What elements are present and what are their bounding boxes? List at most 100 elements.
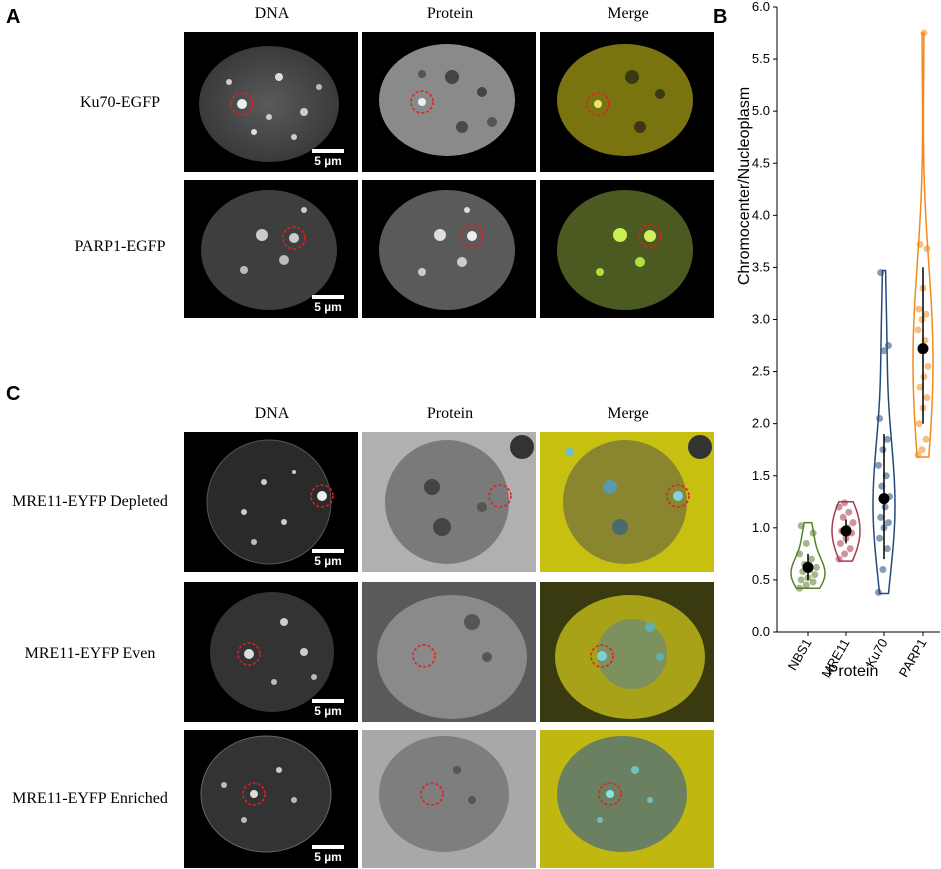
row-label-mre11-even: MRE11-EYFP Even	[24, 645, 156, 662]
panel-letter-b: B	[713, 6, 728, 28]
data-point	[877, 513, 885, 521]
micrograph-parp1-merge	[540, 180, 714, 318]
data-point	[797, 522, 805, 530]
data-point	[922, 310, 930, 318]
data-point	[835, 503, 843, 511]
data-point	[922, 435, 930, 443]
data-point	[923, 394, 931, 402]
micrograph-ku70-merge	[540, 32, 714, 172]
violin-nbs1	[790, 521, 826, 589]
data-point	[918, 446, 926, 454]
mean-point	[878, 493, 890, 505]
y-tick-label: 1.0	[752, 520, 770, 535]
data-point	[802, 539, 810, 547]
data-point	[884, 519, 892, 527]
data-point	[875, 588, 882, 596]
micrograph-parp1-protein	[362, 180, 536, 318]
x-tick-label: NBS1	[785, 636, 815, 673]
y-tick-label: 2.0	[752, 416, 770, 431]
col-label-merge-c: Merge	[607, 405, 649, 422]
data-point	[796, 584, 803, 592]
y-tick-label: 0.0	[752, 624, 770, 639]
data-point	[811, 571, 819, 579]
chart-xlabel: Protein	[828, 663, 879, 680]
data-point	[914, 326, 922, 334]
data-point	[920, 29, 928, 37]
y-tick-label: 3.0	[752, 312, 770, 327]
y-tick-label: 5.5	[752, 51, 770, 66]
row-label-mre11-depleted: MRE11-EYFP Depleted	[12, 493, 168, 510]
data-point	[877, 269, 885, 277]
mean-point	[840, 525, 852, 537]
data-point	[883, 545, 891, 553]
micrograph-enriched-merge	[540, 730, 714, 868]
data-point	[915, 305, 923, 313]
y-tick-label: 2.5	[752, 364, 770, 379]
data-point	[846, 545, 854, 553]
y-tick-label: 6.0	[752, 0, 770, 14]
micrograph-depleted-merge	[540, 432, 714, 572]
data-point	[881, 503, 889, 511]
data-point	[809, 529, 817, 537]
y-tick-label: 4.0	[752, 207, 770, 222]
row-label-mre11-enriched: MRE11-EYFP Enriched	[12, 790, 168, 807]
row-label-ku70: Ku70-EGFP	[79, 94, 160, 111]
micrograph-enriched-protein	[362, 730, 536, 868]
col-label-protein-a: Protein	[426, 5, 474, 22]
micrograph-ku70-dna: 5 µm	[184, 32, 358, 172]
scale-bar: 5 µm	[308, 149, 348, 168]
y-tick-label: 4.5	[752, 155, 770, 170]
y-tick-label: 3.5	[752, 259, 770, 274]
data-point	[876, 534, 884, 542]
data-point	[841, 550, 849, 558]
data-point	[836, 539, 844, 547]
micrograph-even-dna: 5 µm	[184, 582, 358, 722]
data-point	[916, 241, 924, 248]
micrograph-even-merge	[540, 582, 714, 722]
mean-point	[802, 561, 814, 573]
data-point	[879, 446, 887, 454]
scale-bar: 5 µm	[308, 549, 348, 568]
scale-bar: 5 µm	[308, 699, 348, 718]
data-point	[809, 578, 817, 586]
data-point	[796, 550, 803, 558]
y-tick-label: 5.0	[752, 103, 770, 118]
data-point	[797, 576, 805, 584]
violin-mre11	[831, 501, 861, 562]
data-point	[845, 508, 853, 516]
data-point	[849, 519, 857, 527]
micrograph-ku70-protein	[362, 32, 536, 172]
panel-letter-c: C	[6, 383, 21, 405]
data-point	[880, 347, 888, 355]
col-label-merge-a: Merge	[607, 5, 649, 22]
x-tick-label: Ku70	[862, 636, 890, 670]
micrograph-parp1-dna: 5 µm	[184, 180, 358, 318]
micrograph-depleted-dna: 5 µm	[184, 432, 358, 572]
panel-letter-a: A	[6, 6, 21, 28]
y-tick-label: 1.5	[752, 468, 770, 483]
data-point	[914, 451, 922, 459]
col-label-protein-c: Protein	[426, 405, 474, 422]
data-point	[884, 342, 892, 350]
scale-bar: 5 µm	[308, 295, 348, 314]
micrograph-depleted-protein	[362, 432, 536, 572]
data-point	[924, 362, 932, 370]
data-point	[807, 555, 815, 563]
data-point	[883, 435, 891, 443]
data-point	[841, 499, 849, 507]
data-point	[876, 414, 884, 422]
data-point	[879, 566, 887, 573]
col-label-dna-a: DNA	[254, 5, 290, 22]
scale-bar: 5 µm	[308, 845, 348, 864]
row-label-parp1: PARP1-EGFP	[74, 238, 166, 255]
data-point	[802, 581, 810, 589]
mean-point	[917, 343, 929, 355]
data-point	[839, 513, 847, 521]
violin-chart: Chromocenter/Nucleoplasm Protein 0.0 0.5 1…	[736, 0, 940, 680]
micrograph-enriched-dna: 5 µm	[184, 730, 358, 868]
data-point	[923, 245, 931, 253]
x-tick-label: PARP1	[896, 636, 930, 680]
data-point	[915, 420, 923, 428]
data-point	[916, 383, 924, 391]
chart-ylabel: Chromocenter/Nucleoplasm	[736, 87, 753, 285]
